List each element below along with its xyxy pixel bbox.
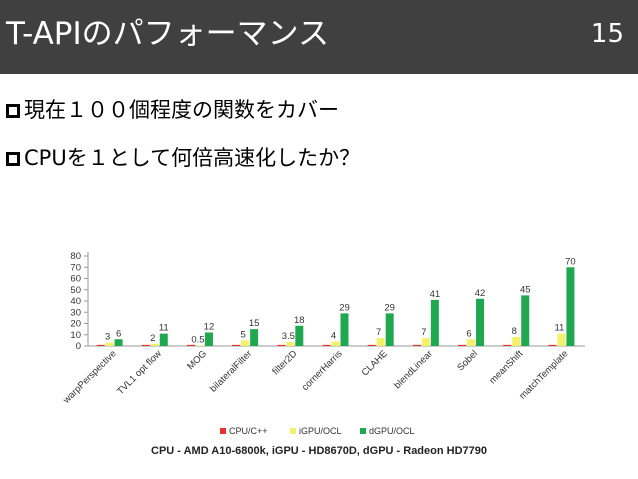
legend-label: CPU/C++ xyxy=(229,426,268,436)
slide-title: T-APIのパフォーマンス xyxy=(6,16,330,52)
data-label: 4 xyxy=(331,331,336,342)
data-label: 7 xyxy=(376,327,381,338)
checkbox-bullet-icon xyxy=(6,104,20,118)
data-label: 11 xyxy=(554,323,564,334)
bar-cpu-c- xyxy=(232,344,241,346)
data-label: 6 xyxy=(116,328,121,339)
bar-igpu-ocl xyxy=(241,340,250,346)
x-tick-label: bilateralFilter xyxy=(208,348,254,394)
data-label: 41 xyxy=(430,289,441,300)
bar-igpu-ocl xyxy=(286,342,295,346)
y-tick-label: 0 xyxy=(76,341,81,352)
y-tick-label: 50 xyxy=(70,285,81,296)
bar-cpu-c- xyxy=(503,344,512,346)
y-tick-label: 10 xyxy=(70,330,81,341)
bullet-text: 現在１００個程度の関数をカバー xyxy=(24,98,339,122)
bar-cpu-c- xyxy=(186,344,195,346)
data-label: 8 xyxy=(512,326,517,337)
legend-label: iGPU/OCL xyxy=(299,426,342,436)
x-tick-label: TVL1 opt flow xyxy=(115,348,164,397)
bar-igpu-ocl xyxy=(331,341,340,346)
bar-dgpu-ocl xyxy=(521,295,530,346)
bar-dgpu-ocl xyxy=(159,333,168,346)
data-label: 42 xyxy=(475,288,486,299)
bar-dgpu-ocl xyxy=(340,313,349,346)
x-tick-label: cornerHarris xyxy=(300,348,345,393)
bar-igpu-ocl xyxy=(150,343,159,346)
bar-igpu-ocl xyxy=(421,338,430,346)
bar-igpu-ocl xyxy=(105,342,114,346)
bar-dgpu-ocl xyxy=(204,332,213,346)
bar-dgpu-ocl xyxy=(295,325,304,346)
bar-cpu-c- xyxy=(141,344,150,346)
data-label: 15 xyxy=(249,318,260,329)
y-tick-label: 30 xyxy=(70,307,81,318)
bar-igpu-ocl xyxy=(512,337,521,346)
data-label: 12 xyxy=(204,322,215,333)
data-label: 29 xyxy=(384,302,395,313)
page-number: 15 xyxy=(590,19,624,49)
x-tick-label: CLAHE xyxy=(360,348,390,378)
bar-cpu-c- xyxy=(548,344,557,346)
x-tick-label: blendLinear xyxy=(392,348,435,391)
data-label: 11 xyxy=(159,323,169,334)
y-tick-label: 70 xyxy=(70,262,81,273)
legend-swatch xyxy=(290,428,296,434)
bar-dgpu-ocl xyxy=(566,267,575,346)
x-tick-label: Sobel xyxy=(455,348,480,373)
bar-dgpu-ocl xyxy=(430,299,439,346)
bar-igpu-ocl xyxy=(467,339,476,346)
bar-cpu-c- xyxy=(322,344,331,346)
checkbox-bullet-icon xyxy=(6,152,20,166)
data-label: 0.5 xyxy=(191,334,204,345)
bar-cpu-c- xyxy=(277,344,286,346)
bar-cpu-c- xyxy=(412,344,421,346)
bar-dgpu-ocl xyxy=(385,313,394,346)
data-label: 29 xyxy=(339,302,350,313)
y-tick-label: 80 xyxy=(70,251,81,262)
data-label: 5 xyxy=(240,329,245,340)
data-label: 2 xyxy=(150,333,155,344)
y-tick-label: 20 xyxy=(70,319,81,330)
bullet-item: 現在１００個程度の関数をカバー xyxy=(6,96,339,124)
y-tick-label: 60 xyxy=(70,274,81,285)
data-label: 45 xyxy=(520,284,531,295)
x-tick-label: MOG xyxy=(185,348,209,372)
bullet-item: CPUを１として何倍高速化したか？ xyxy=(6,144,360,172)
bullet-text: CPUを１として何倍高速化したか？ xyxy=(24,146,361,170)
bar-igpu-ocl xyxy=(557,333,566,346)
x-tick-label: filter2D xyxy=(270,348,299,377)
data-label: 3 xyxy=(105,332,110,343)
y-tick-label: 40 xyxy=(70,296,81,307)
bar-dgpu-ocl xyxy=(250,329,259,346)
data-label: 18 xyxy=(294,315,305,326)
x-tick-label: matchTemplate xyxy=(517,348,570,401)
data-label: 3.5 xyxy=(282,331,295,342)
legend-label: dGPU/OCL xyxy=(369,426,415,436)
title-bar: T-APIのパフォーマンス 15 xyxy=(0,0,638,74)
bar-cpu-c- xyxy=(458,344,467,346)
bar-cpu-c- xyxy=(96,344,105,346)
bar-dgpu-ocl xyxy=(476,298,485,346)
data-label: 70 xyxy=(565,256,576,267)
x-tick-label: meanShift xyxy=(487,348,525,386)
bar-cpu-c- xyxy=(367,344,376,346)
bar-igpu-ocl xyxy=(376,338,385,346)
legend-swatch xyxy=(360,428,366,434)
x-tick-label: warpPerspective xyxy=(61,348,119,406)
bar-igpu-ocl xyxy=(195,345,204,346)
data-label: 7 xyxy=(421,327,426,338)
bar-dgpu-ocl xyxy=(114,339,123,346)
data-label: 6 xyxy=(466,328,471,339)
hardware-caption: CPU - AMD A10-6800k, iGPU - HD8670D, dGP… xyxy=(151,445,487,457)
legend-swatch xyxy=(220,428,226,434)
